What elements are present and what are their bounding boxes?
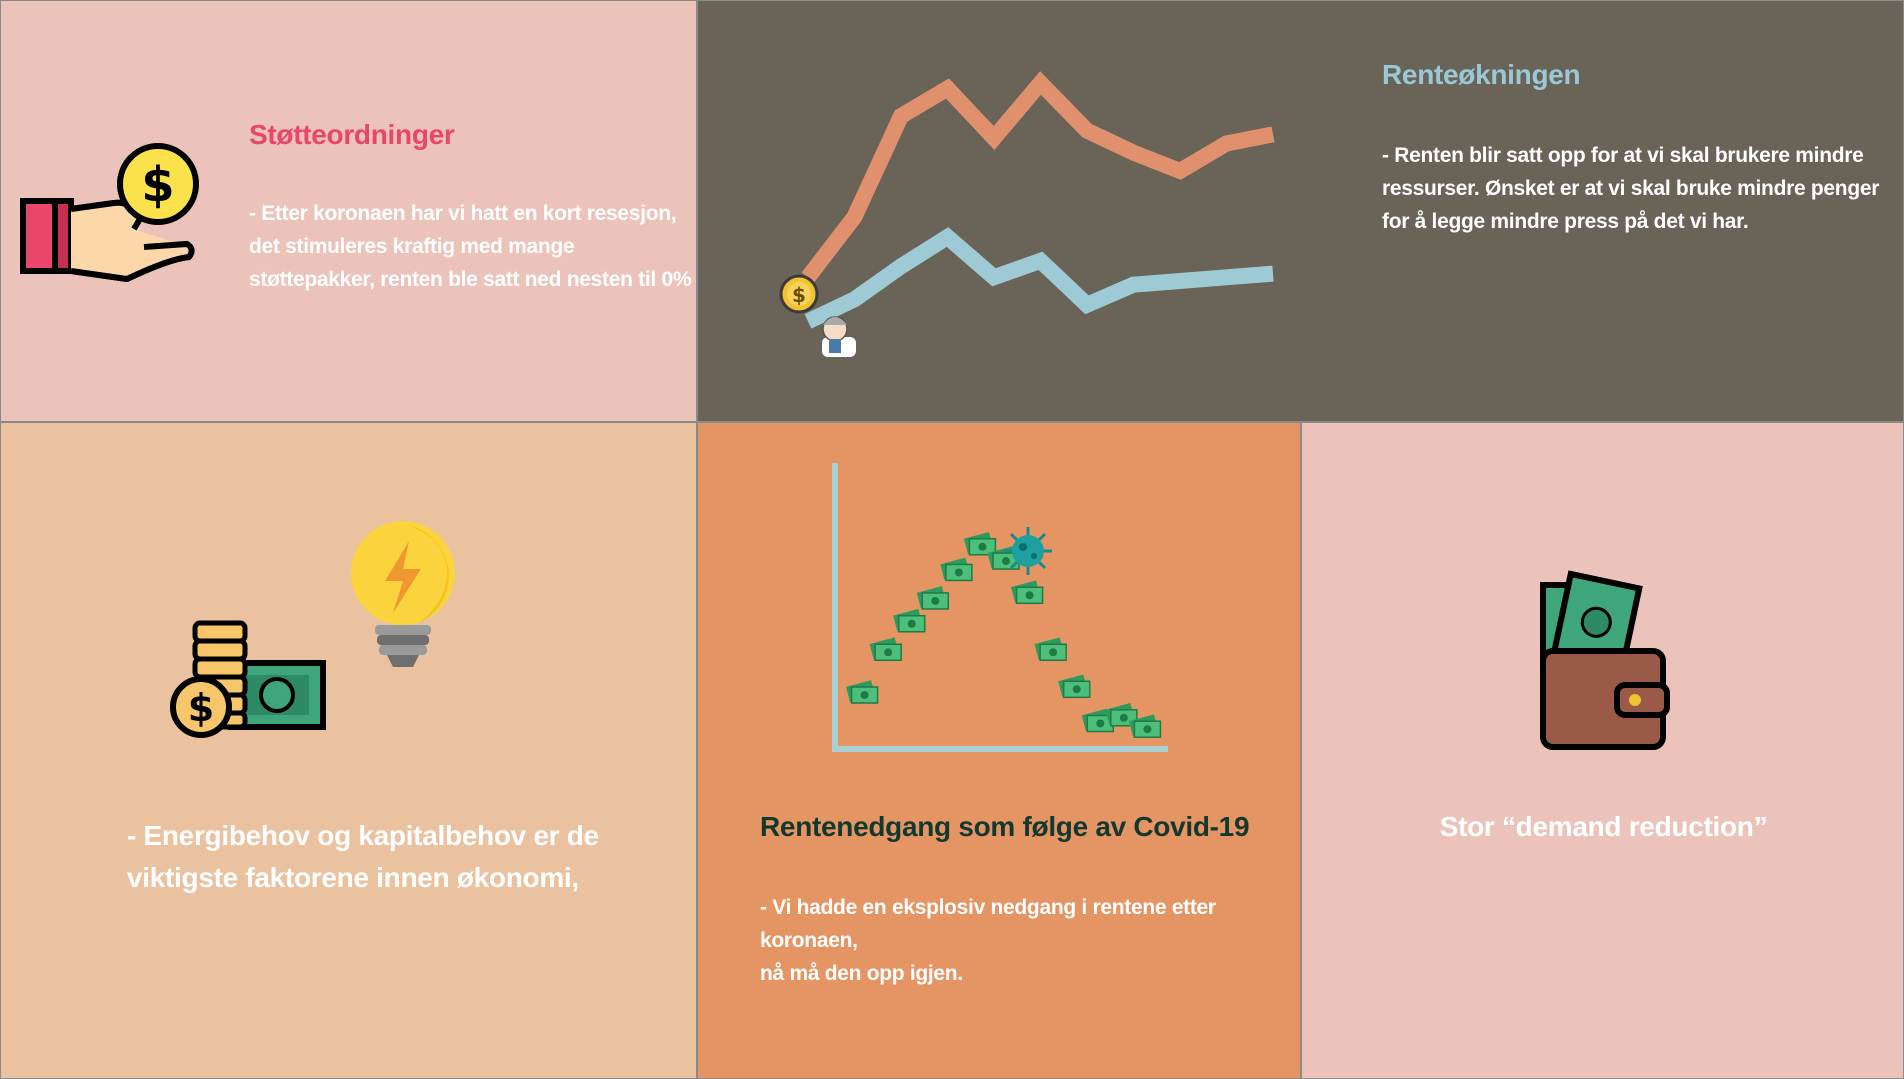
panel-stotteordninger: $ Støtteordninger - Etter koronaen har v… — [0, 0, 697, 422]
coins-cash-icon: $ — [170, 620, 326, 738]
panel-renteokningen: $ Renteøkningen - Renten blir satt opp f… — [697, 0, 1904, 422]
panel4-body-line: nå må den opp igjen. — [760, 962, 963, 985]
line-chart: $ — [779, 71, 1275, 357]
panel1-body-line: det stimuleres kraftig med mange — [249, 235, 575, 258]
coin-icon: $ — [779, 274, 819, 314]
lightbulb-icon — [351, 521, 455, 667]
money-icon — [916, 586, 950, 610]
panel3-body: - Energibehov og kapitalbehov er de vikt… — [127, 815, 599, 899]
money-icon — [1081, 708, 1115, 733]
panel4-title: Rentenedgang som følge av Covid-19 — [760, 811, 1250, 842]
wallet-icon — [1540, 570, 1670, 750]
svg-text:$: $ — [188, 686, 214, 730]
money-icon — [845, 680, 879, 704]
money-icon — [963, 531, 997, 556]
panel-energibehov: $ - Energibehov og kapitalbehov er de vi… — [0, 422, 697, 1079]
svg-text:$: $ — [792, 283, 806, 307]
panel3-body-line: viktigste faktorene innen økonomi, — [127, 862, 579, 893]
panel1-title: Støtteordninger — [249, 119, 455, 150]
scatter-chart — [832, 463, 1168, 752]
money-icon — [893, 608, 926, 633]
panel2-body-line: for å legge mindre press på det vi har. — [1382, 210, 1749, 233]
panel4-body-line: - Vi hadde en eksplosiv nedgang i renten… — [760, 896, 1216, 952]
panel1-body-line: støttepakker, renten ble satt ned nesten… — [249, 268, 692, 291]
money-icon — [869, 637, 902, 661]
panel5-title: Stor “demand reduction” — [1439, 811, 1768, 842]
panel2-body-line: ressurser. Ønsket er at vi skal bruke mi… — [1382, 177, 1880, 200]
panel2-body-line: - Renten blir satt opp for at vi skal br… — [1382, 144, 1864, 167]
hand-coin-icon: $ — [20, 143, 199, 282]
money-icon — [940, 557, 973, 582]
svg-text:$: $ — [141, 157, 174, 213]
panel3-body-line: - Energibehov og kapitalbehov er de — [127, 820, 599, 851]
panel2-body: - Renten blir satt opp for at vi skal br… — [1382, 139, 1879, 238]
money-icon — [1128, 714, 1162, 738]
panel1-body-line: - Etter koronaen har vi hatt en kort res… — [249, 202, 677, 225]
series-line-orange — [801, 71, 1275, 283]
series-line-blue — [804, 227, 1274, 329]
panel1-body: - Etter koronaen har vi hatt en kort res… — [249, 197, 692, 296]
money-icon — [1034, 637, 1067, 661]
person-icon — [822, 316, 856, 357]
panel4-body: - Vi hadde en eksplosiv nedgang i renten… — [760, 891, 1300, 990]
money-icon — [1010, 580, 1044, 604]
virus-icon — [1004, 527, 1052, 575]
panel-rentenedgang: Rentenedgang som følge av Covid-19 - Vi … — [697, 422, 1301, 1079]
panel-demand-reduction: Stor “demand reduction” — [1301, 422, 1904, 1079]
panel2-title: Renteøkningen — [1382, 59, 1581, 90]
money-icon — [1058, 674, 1091, 699]
